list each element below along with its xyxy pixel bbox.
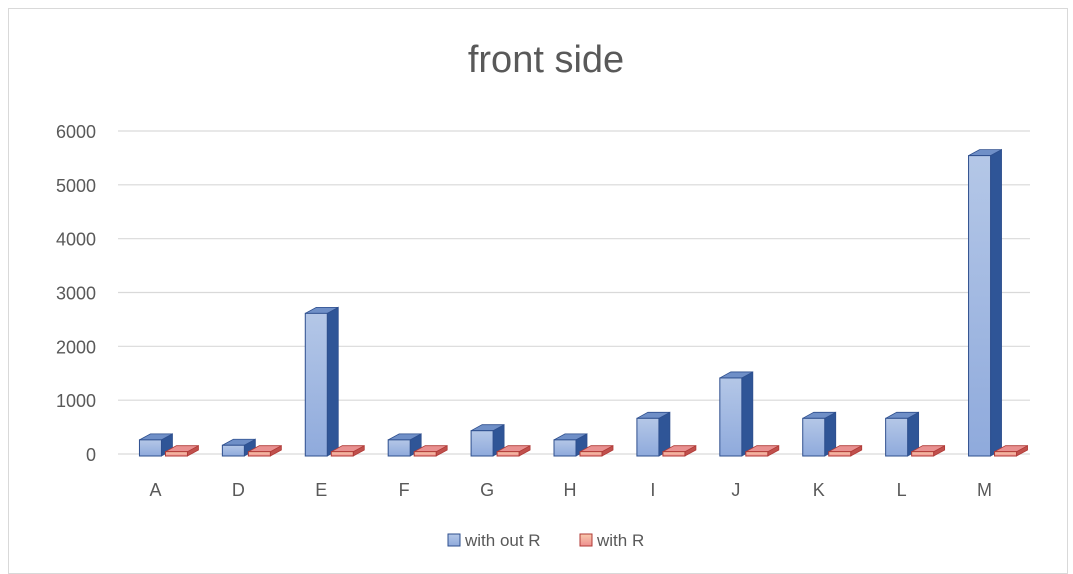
- bar-with-r-k: [828, 445, 863, 457]
- x-tick-label: K: [813, 480, 825, 500]
- bar-front: [304, 312, 328, 457]
- bar-with-out-r-g: [470, 424, 505, 457]
- x-tick-label: G: [480, 480, 494, 500]
- bar-front: [745, 451, 769, 457]
- bar-front: [330, 451, 354, 457]
- bar-with-r-a: [164, 445, 199, 457]
- x-tick-label: D: [232, 480, 245, 500]
- y-tick-label: 4000: [56, 230, 96, 250]
- bar-with-r-e: [330, 445, 365, 457]
- bar-front: [911, 451, 935, 457]
- gridlines: [118, 130, 1030, 455]
- bar-with-r-i: [662, 445, 697, 457]
- bar-front: [968, 155, 992, 457]
- bar-front: [138, 439, 162, 457]
- x-tick-label: H: [564, 480, 577, 500]
- bar-front: [387, 439, 411, 457]
- bar-front: [802, 417, 826, 457]
- bars: [138, 148, 1028, 457]
- bar-side: [990, 148, 1002, 457]
- bar-front: [994, 451, 1018, 457]
- bar-front: [662, 451, 686, 457]
- bar-with-r-m: [994, 445, 1028, 457]
- chart-title: front side: [468, 39, 624, 81]
- bar-front: [496, 451, 520, 457]
- bar-with-out-r-j: [719, 371, 754, 457]
- y-tick-label: 3000: [56, 284, 96, 304]
- x-tick-label: J: [731, 480, 740, 500]
- x-tick-label: F: [399, 480, 410, 500]
- bar-front: [413, 451, 437, 457]
- bar-side: [326, 306, 339, 457]
- bar-side: [741, 371, 754, 457]
- bar-with-r-l: [911, 445, 946, 457]
- y-tick-label: 6000: [56, 122, 96, 142]
- chart-container: [8, 8, 1068, 574]
- bar-with-out-r-d: [221, 438, 256, 457]
- bar-front: [828, 451, 852, 457]
- bar-with-out-r-e: [304, 306, 339, 457]
- bar-with-out-r-h: [553, 433, 588, 457]
- x-tick-label: M: [977, 480, 992, 500]
- bar-with-out-r-m: [968, 148, 1002, 457]
- bar-front: [636, 417, 660, 457]
- y-tick-label: 5000: [56, 176, 96, 196]
- bar-front: [164, 451, 188, 457]
- x-tick-label: A: [149, 480, 161, 500]
- bar-front: [221, 444, 245, 457]
- bar-front: [885, 417, 909, 457]
- legend-swatch: [447, 533, 461, 547]
- bar-with-r-g: [496, 445, 531, 457]
- bar-with-r-j: [745, 445, 780, 457]
- bar-with-r-f: [413, 445, 448, 457]
- y-tick-label: 0: [86, 445, 96, 465]
- x-tick-label: L: [897, 480, 907, 500]
- bar-with-out-r-k: [802, 411, 837, 457]
- bar-with-r-h: [579, 445, 614, 457]
- bar-with-r-d: [247, 445, 282, 457]
- legend: with out R with R: [447, 531, 644, 550]
- bar-front: [719, 377, 743, 457]
- legend-swatch: [579, 533, 593, 547]
- bar-front: [247, 451, 271, 457]
- y-tick-label: 2000: [56, 337, 96, 357]
- legend-item: with R: [579, 531, 644, 550]
- legend-item: with out R: [447, 531, 541, 550]
- bar-front: [553, 439, 577, 457]
- bar-with-out-r-i: [636, 411, 671, 457]
- legend-label: with out R: [464, 531, 541, 550]
- bar-front: [470, 430, 494, 457]
- bar-front: [579, 451, 603, 457]
- x-tick-label: E: [315, 480, 327, 500]
- legend-label: with R: [596, 531, 644, 550]
- bar-with-out-r-l: [885, 411, 920, 457]
- y-tick-label: 1000: [56, 391, 96, 411]
- x-tick-label: I: [650, 480, 655, 500]
- y-axis-ticks: 0 1000 2000 3000 4000 5000 6000: [56, 122, 96, 465]
